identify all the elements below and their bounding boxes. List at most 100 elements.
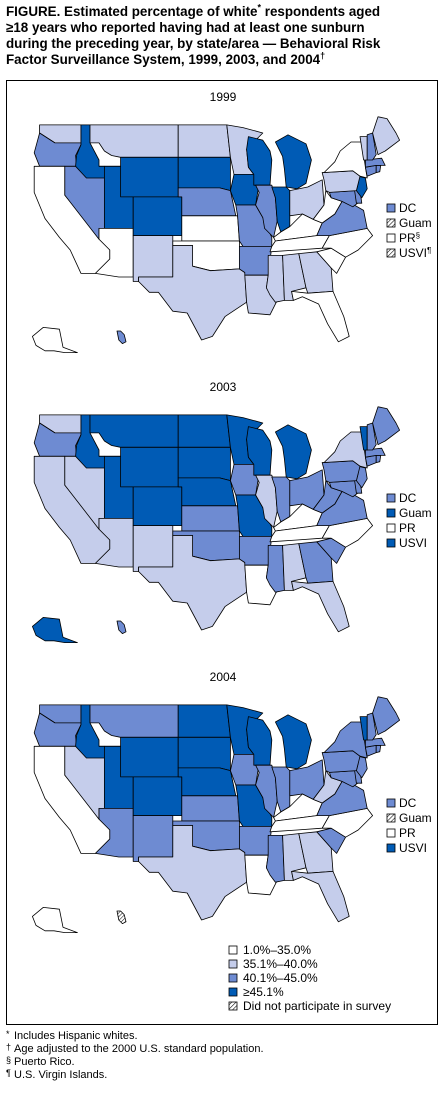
territory-label: Guam (399, 506, 432, 520)
state-hi (116, 910, 127, 925)
state-sd (177, 736, 231, 772)
footnote-text: Puerto Rico. (14, 1056, 75, 1068)
state-fl (291, 290, 350, 343)
square-swatch-icon (386, 828, 396, 838)
diagonal-hatch-icon (386, 248, 396, 258)
title-white-footnote-mark: * (257, 2, 262, 13)
square-swatch-icon (386, 843, 396, 853)
state-ak (31, 906, 78, 934)
state-ri (375, 164, 382, 174)
state-ak (31, 326, 78, 354)
state-nm (132, 235, 174, 282)
state-sd (177, 446, 231, 482)
state-mi (274, 134, 312, 190)
territory-label: PR (399, 826, 416, 840)
state-nd (177, 414, 231, 448)
state-sc (316, 247, 347, 274)
state-hi (116, 620, 127, 635)
state-ma (364, 157, 386, 168)
state-wy (120, 156, 179, 198)
state-mi (274, 714, 312, 770)
key-label: ≥45.1% (243, 985, 284, 999)
state-hi (116, 330, 127, 345)
figure-title: FIGURE. Estimated percentage of white* r… (6, 2, 440, 68)
state-tx (138, 535, 248, 631)
state-fl (291, 580, 350, 633)
state-nd (177, 704, 231, 738)
state-ne (177, 477, 237, 507)
territory-label: DC (399, 201, 417, 215)
state-me (372, 406, 401, 446)
state-nh (366, 422, 377, 451)
footnote: † Age adjusted to the 2000 U.S. standard … (6, 1043, 440, 1056)
footnote-text: Includes Hispanic whites. (14, 1030, 138, 1042)
title-age-footnote-mark: † (320, 50, 326, 61)
state-ma (364, 447, 386, 458)
territory-label: USVI (399, 536, 427, 550)
state-sc (316, 537, 347, 564)
territory-label: Guam (399, 216, 432, 230)
territory-label: Guam (399, 811, 432, 825)
map-year-label: 2003 (210, 380, 237, 394)
state-ar (238, 245, 273, 276)
footnotes: * Includes Hispanic whites. † Age adjusted … (6, 1030, 440, 1082)
state-co (132, 196, 183, 237)
key-label: 40.1%–45.0% (243, 971, 318, 985)
diagonal-hatch-icon (386, 813, 396, 823)
square-swatch-icon (386, 508, 396, 518)
map-year-label: 2004 (210, 670, 237, 684)
state-nd (177, 124, 231, 158)
state-ks (181, 215, 240, 242)
footnote-mark: § (416, 231, 420, 240)
diagonal-hatch-icon (386, 218, 396, 228)
state-or (33, 422, 82, 457)
state-ri (375, 744, 382, 754)
state-or (33, 132, 82, 167)
state-wy (120, 446, 179, 488)
square-swatch-icon (386, 493, 396, 503)
square-swatch-icon (228, 973, 238, 983)
title-line-4: Factor Surveillance System, 1999, 2003, … (6, 52, 321, 67)
state-ar (238, 535, 273, 566)
territory-label: DC (399, 491, 417, 505)
state-sd (177, 156, 231, 192)
footnote: ¶ U.S. Virgin Islands. (6, 1069, 440, 1082)
territory-label: PR§ (399, 231, 420, 245)
state-pa (321, 750, 361, 773)
square-swatch-icon (386, 233, 396, 243)
state-ne (177, 187, 237, 217)
state-fl (291, 870, 350, 923)
footnote-text: Age adjusted to the 2000 U.S. standard p… (14, 1043, 264, 1055)
state-nh (366, 132, 377, 161)
square-swatch-icon (386, 523, 396, 533)
title-line-2: ≥18 years who reported having had at lea… (6, 20, 365, 35)
state-nm (132, 525, 174, 572)
state-co (132, 486, 183, 527)
state-wy (120, 736, 179, 778)
states-group (31, 696, 401, 934)
state-mt (89, 414, 179, 448)
state-ks (181, 795, 240, 822)
state-pa (321, 460, 361, 483)
footnote-mark: ¶ (427, 246, 431, 255)
state-tx (138, 825, 248, 921)
square-swatch-icon (228, 959, 238, 969)
state-nm (132, 815, 174, 862)
state-or (33, 712, 82, 747)
footnote-mark: † (6, 1042, 12, 1052)
map-year-label: 1999 (210, 90, 237, 104)
key-label: 1.0%–35.0% (243, 943, 311, 957)
state-mt (89, 124, 179, 158)
state-tx (138, 245, 248, 341)
title-line-3: during the preceding year, by state/area… (6, 36, 381, 51)
key-label: 35.1%–40.0% (243, 957, 318, 971)
state-pa (321, 170, 361, 193)
color-key: 1.0%–35.0%35.1%–40.0%40.1%–45.0%≥45.1%Di… (228, 943, 391, 1013)
square-swatch-icon (228, 945, 238, 955)
choropleth-maps: 1999DCGuamPR§USVI¶2003DCGuamPRUSVI2004DC… (31, 90, 432, 1013)
